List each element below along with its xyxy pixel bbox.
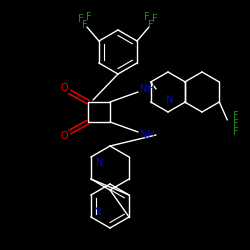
Text: F: F: [82, 20, 88, 30]
Text: F: F: [232, 127, 238, 137]
Text: NH: NH: [140, 84, 154, 94]
Text: F: F: [144, 12, 150, 22]
Text: O: O: [60, 83, 68, 93]
Text: F: F: [78, 14, 84, 24]
Text: O: O: [60, 131, 68, 141]
Text: N: N: [166, 95, 174, 105]
Text: N: N: [96, 158, 104, 168]
Text: NH: NH: [140, 130, 154, 140]
Text: F: F: [232, 111, 238, 121]
Text: F: F: [86, 12, 92, 22]
Text: F: F: [232, 119, 238, 129]
Text: N: N: [94, 207, 102, 217]
Text: F: F: [148, 20, 154, 30]
Text: F: F: [152, 14, 158, 24]
